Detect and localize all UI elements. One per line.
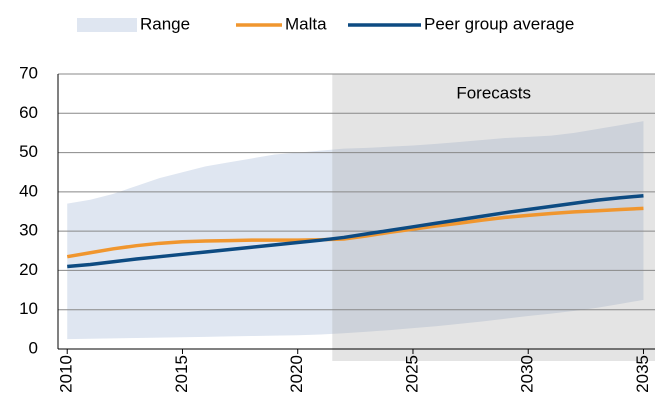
y-tick-label: 20 xyxy=(19,260,38,279)
y-tick-label: 0 xyxy=(29,338,38,357)
y-tick-label: 30 xyxy=(19,221,38,240)
x-tick-label: 2030 xyxy=(518,355,537,393)
range-area xyxy=(67,121,644,340)
x-tick-label: 2015 xyxy=(172,355,191,393)
x-tick-label: 2010 xyxy=(57,355,76,393)
legend-label: Malta xyxy=(285,14,327,33)
y-tick-label: 40 xyxy=(19,181,38,200)
forecast-label: Forecasts xyxy=(456,83,531,102)
legend-label: Peer group average xyxy=(424,14,574,33)
y-tick-label: 10 xyxy=(19,299,38,318)
y-tick-label: 60 xyxy=(19,103,38,122)
legend-swatch xyxy=(77,18,137,32)
y-tick-label: 70 xyxy=(19,63,38,82)
series-line xyxy=(67,194,644,269)
x-tick-label: 2020 xyxy=(287,355,306,393)
y-tick-label: 50 xyxy=(19,142,38,161)
legend-label: Range xyxy=(140,14,190,33)
x-tick-label: 2035 xyxy=(633,355,652,393)
x-tick-label: 2025 xyxy=(402,355,421,393)
